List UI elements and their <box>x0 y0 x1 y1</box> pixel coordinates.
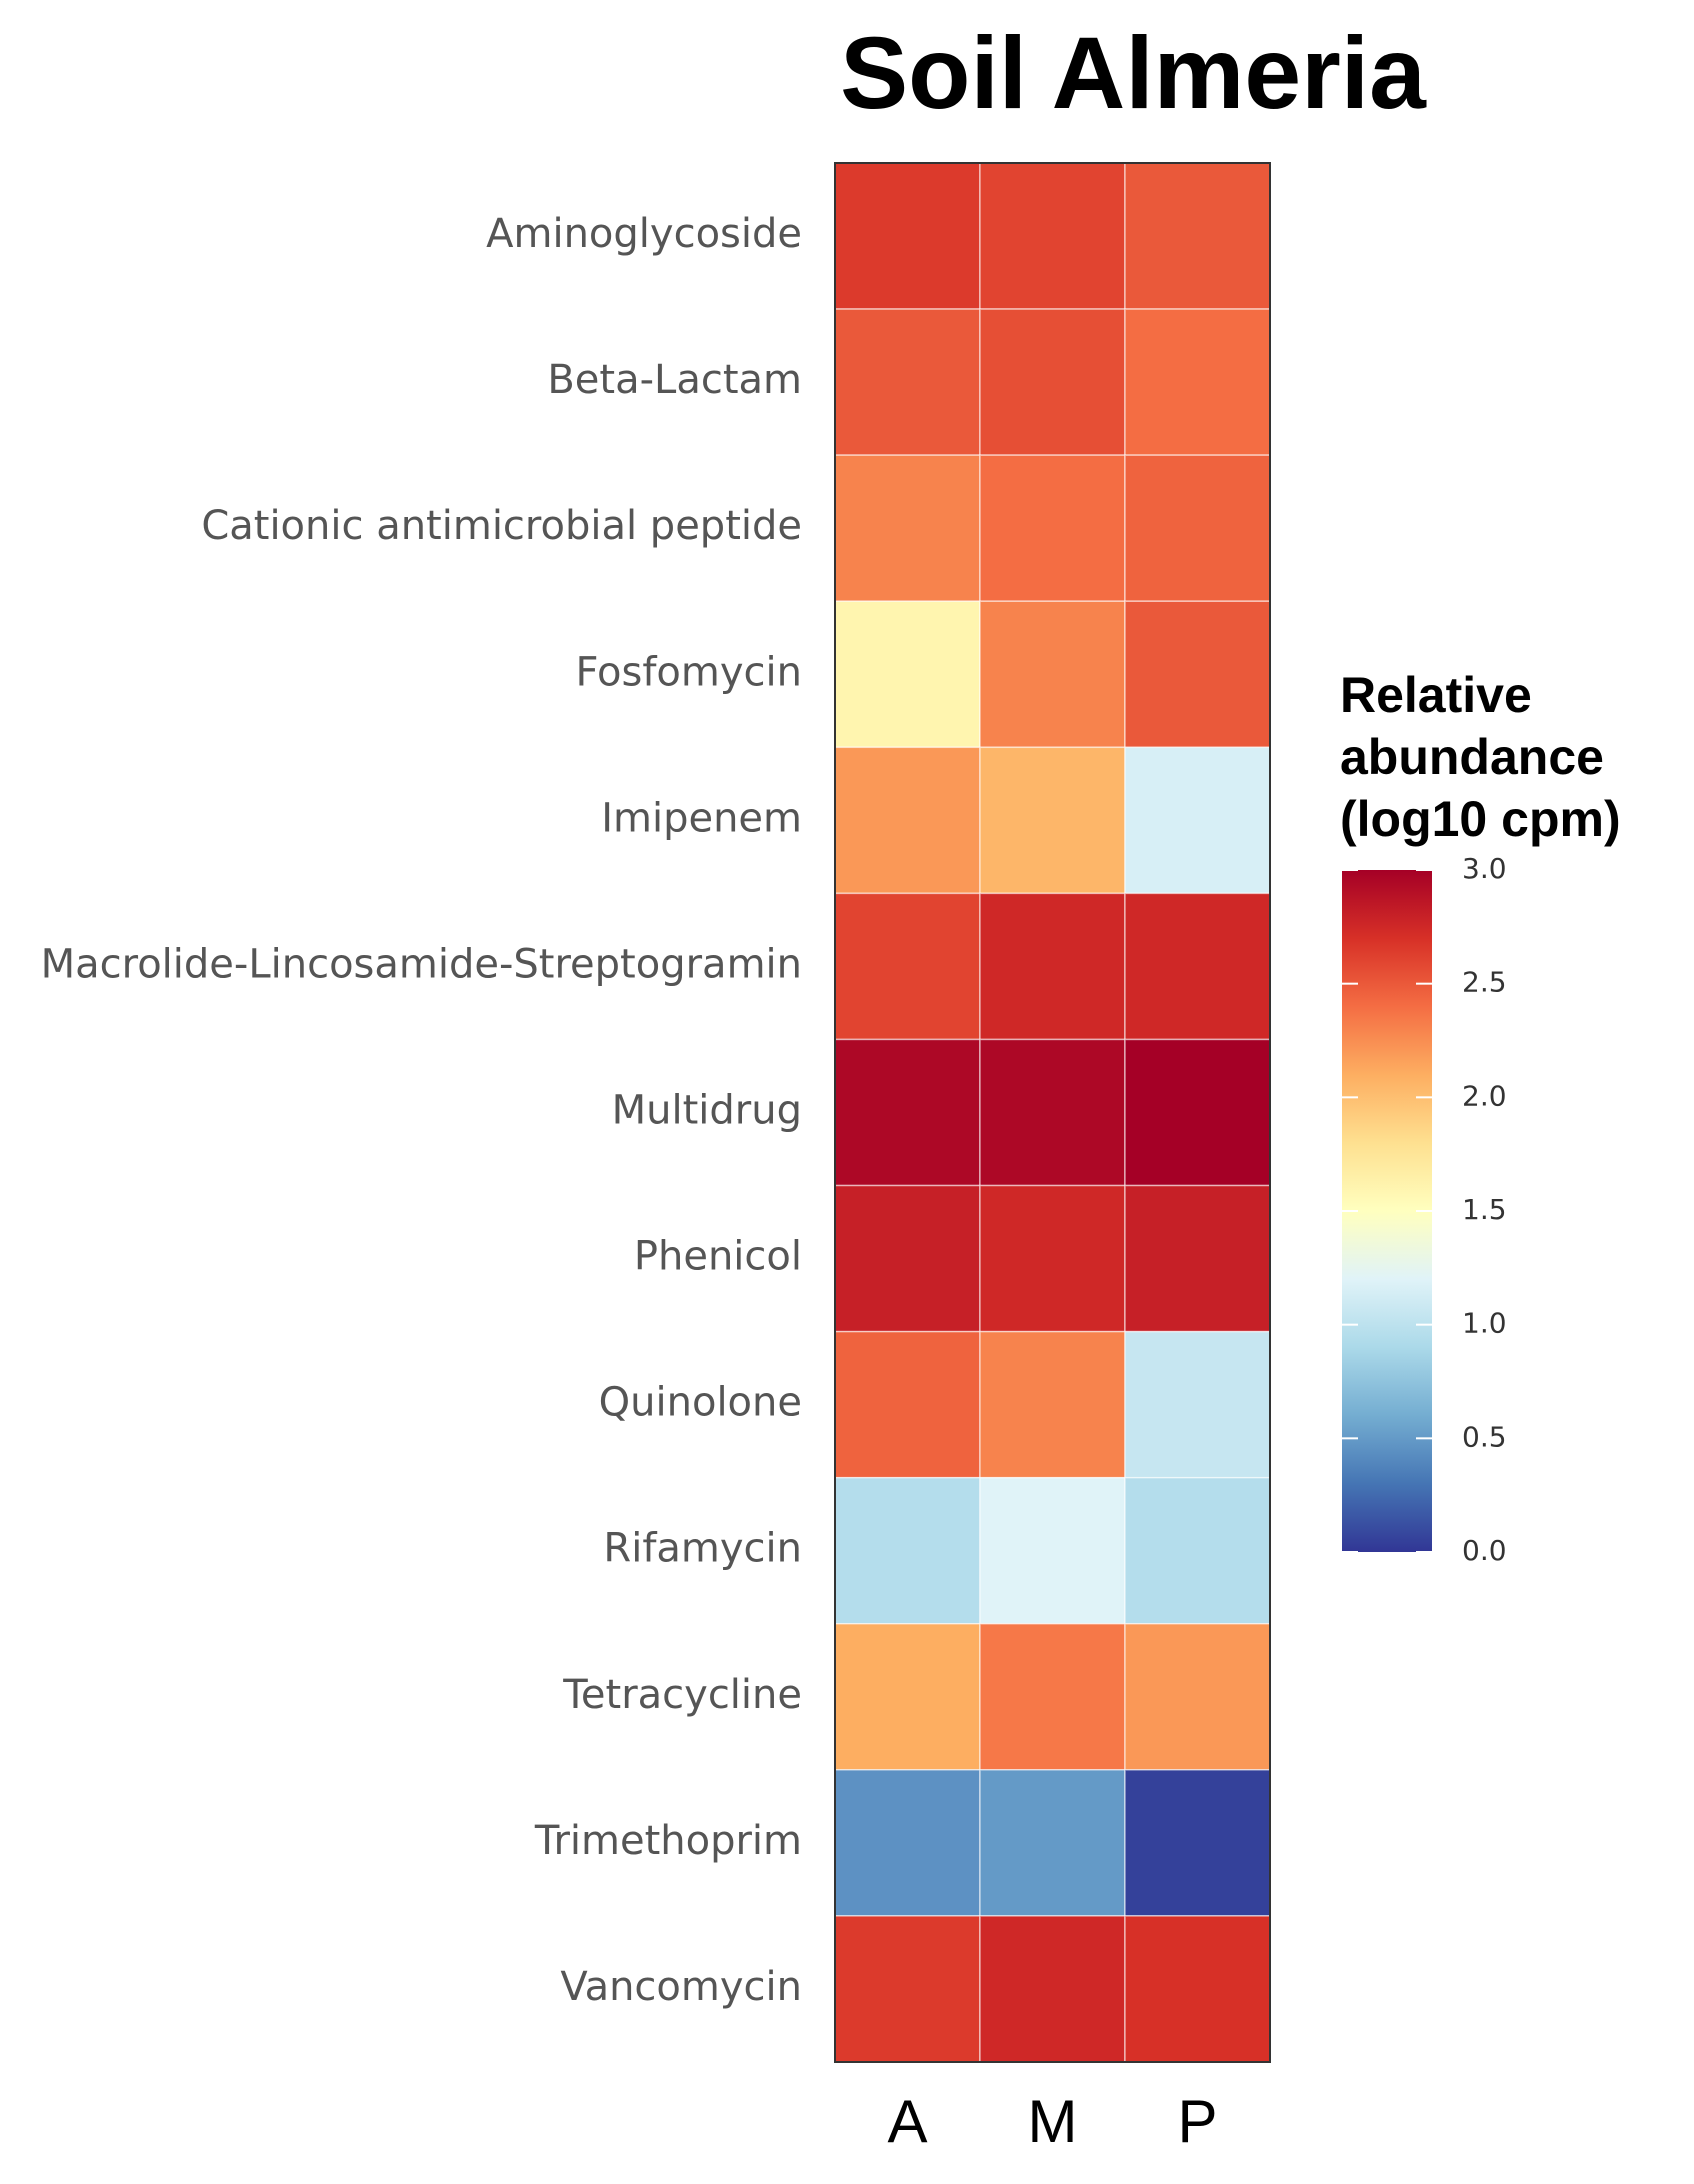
heatmap-cell <box>1124 1184 1271 1333</box>
column-label: P <box>1177 2088 1217 2155</box>
legend-tick-label: 2.5 <box>1462 966 1507 999</box>
heatmap-cell <box>979 746 1126 895</box>
row-label: Cationic antimicrobial peptide <box>201 503 802 549</box>
row-label: Fosfomycin <box>575 649 802 695</box>
row-labels: Aminoglycoside Beta-Lactam Cationic antimi… <box>41 211 802 2010</box>
heatmap-cell <box>979 1330 1126 1479</box>
row-label: Trimethoprim <box>534 1818 802 1864</box>
panel-border <box>834 162 1271 2063</box>
heatmap-cell <box>834 1330 981 1479</box>
chart-title: Soil Almeria <box>840 16 1427 130</box>
legend-tick-label: 3.0 <box>1462 852 1507 885</box>
heatmap-cell <box>834 1915 981 2063</box>
row-label: Vancomycin <box>560 1964 802 2010</box>
legend-ticks: 0.0 0.5 1.0 1.5 2.0 2.5 3.0 <box>1342 852 1507 1567</box>
heatmap-cell <box>979 1038 1126 1187</box>
heatmap-cell <box>979 308 1126 456</box>
heatmap-cell <box>834 600 981 749</box>
heatmap-cell <box>834 1476 981 1625</box>
heatmap-cell <box>834 1184 981 1333</box>
heatmap-cell <box>979 1623 1126 1771</box>
heatmap-cell <box>834 892 981 1041</box>
heatmap-cell <box>1124 1476 1271 1625</box>
row-label: Imipenem <box>601 795 802 841</box>
legend-title-line-2: abundance <box>1340 729 1604 785</box>
heatmap-cell <box>979 1769 1126 1917</box>
heatmap-cell <box>979 1915 1126 2063</box>
heatmap-cell <box>834 1623 981 1771</box>
legend-tick-label: 1.0 <box>1462 1307 1507 1340</box>
column-label: A <box>887 2088 927 2155</box>
heatmap-cell <box>979 600 1126 749</box>
heatmap-cell <box>1124 162 1271 310</box>
heatmap-cell <box>1124 1038 1271 1187</box>
row-label: Quinolone <box>599 1380 802 1426</box>
heatmap-cell <box>834 1769 981 1917</box>
heatmap-cell <box>979 162 1126 310</box>
legend-title-line-1: Relative <box>1340 667 1532 723</box>
heatmap-cell <box>1124 1769 1271 1917</box>
color-legend: Relative abundance (log10 cpm) 0.0 0.5 1.0… <box>1340 667 1621 1567</box>
heatmap-cell <box>979 454 1126 602</box>
heatmap-cell <box>1124 454 1271 602</box>
legend-tick-label: 2.0 <box>1462 1079 1507 1112</box>
column-label: M <box>1028 2088 1078 2155</box>
row-label: Phenicol <box>634 1234 802 1280</box>
legend-tick-label: 1.5 <box>1462 1193 1507 1226</box>
heatmap-cell <box>979 1184 1126 1333</box>
heatmap-cell <box>979 892 1126 1041</box>
heatmap-cell <box>1124 746 1271 895</box>
heatmap-cell <box>1124 600 1271 749</box>
row-label: Rifamycin <box>603 1526 802 1572</box>
heatmap-cells <box>834 162 1271 2063</box>
legend-title-line-3: (log10 cpm) <box>1340 791 1621 847</box>
legend-tick-label: 0.0 <box>1462 1534 1507 1567</box>
heatmap-cell <box>1124 1915 1271 2063</box>
legend-tick-label: 0.5 <box>1462 1420 1507 1453</box>
heatmap-cell <box>1124 1623 1271 1771</box>
row-label: Beta-Lactam <box>547 357 802 403</box>
heatmap-cell <box>834 746 981 895</box>
heatmap-cell <box>834 1038 981 1187</box>
heatmap-cell <box>834 454 981 602</box>
heatmap-cell <box>834 308 981 456</box>
row-label: Tetracycline <box>562 1672 802 1718</box>
heatmap-cell <box>1124 1330 1271 1479</box>
heatmap-cell <box>1124 892 1271 1041</box>
row-label: Multidrug <box>612 1088 802 1134</box>
heatmap-cell <box>1124 308 1271 456</box>
row-label: Macrolide-Lincosamide-Streptogramin <box>41 941 802 987</box>
heatmap-cell <box>834 162 981 310</box>
heatmap-cell <box>979 1476 1126 1625</box>
row-label: Aminoglycoside <box>486 211 802 257</box>
